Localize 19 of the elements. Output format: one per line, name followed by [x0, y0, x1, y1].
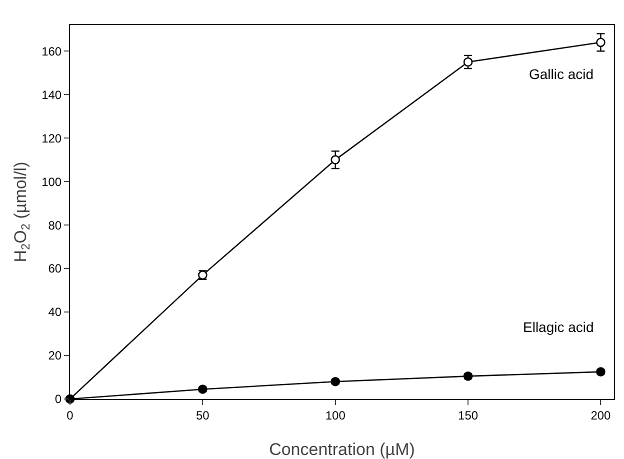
y-tick-label: 140: [42, 88, 62, 102]
text: Ellagic acid: [523, 319, 594, 335]
y-tick-label: 40: [48, 305, 62, 320]
x-axis-title: Concentration (µM): [269, 440, 415, 459]
y-tick-label: 160: [42, 44, 62, 58]
y-tick-label: 0: [54, 392, 62, 406]
point: [330, 155, 340, 164]
x-tick-label: 0: [66, 408, 74, 422]
y-tick-label: 100: [42, 174, 62, 189]
y-tick-label: 120: [42, 131, 62, 146]
x-tick-label: 150: [458, 408, 478, 422]
x-tick-label: 200: [590, 408, 612, 422]
series-label: Gallic acid: [529, 66, 594, 82]
x-tick-label: 100: [325, 408, 346, 422]
y-tick-label: 20: [48, 348, 62, 363]
point: [596, 38, 606, 48]
y-tick-label: 80: [48, 218, 62, 232]
x-tick-label: 50: [196, 408, 210, 422]
y-tick-label: 60: [48, 262, 62, 276]
